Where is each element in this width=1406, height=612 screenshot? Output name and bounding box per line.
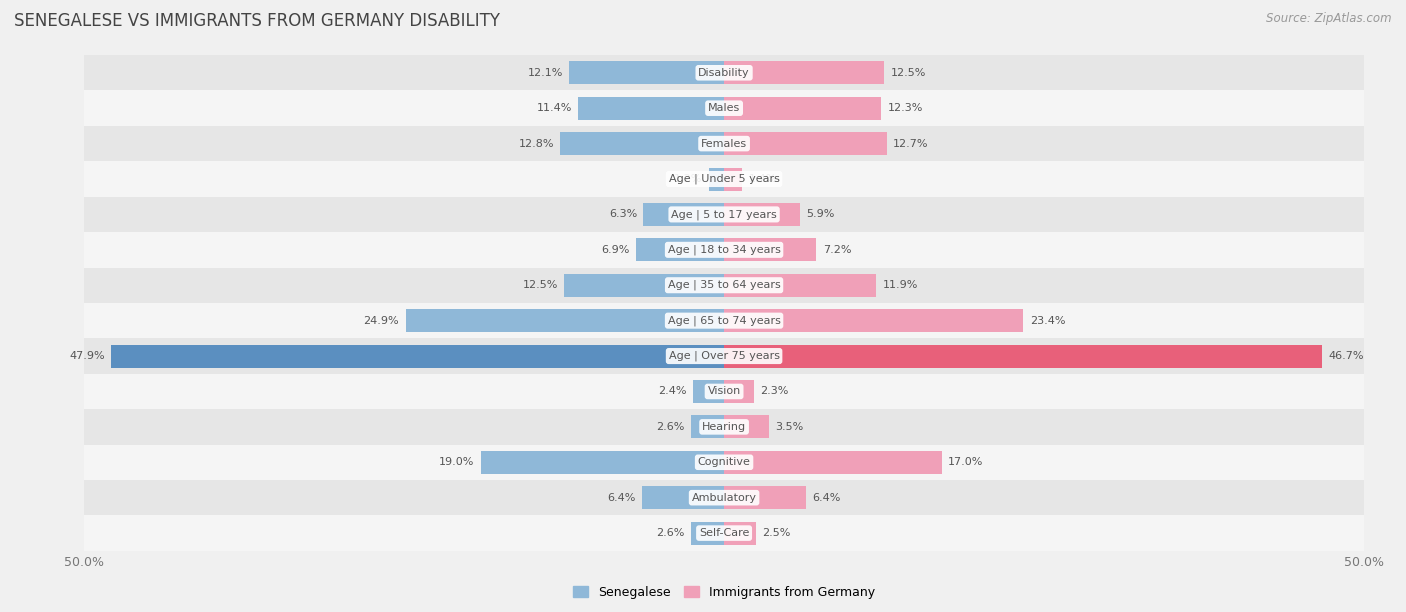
Text: 2.5%: 2.5% <box>762 528 790 538</box>
Text: Age | 35 to 64 years: Age | 35 to 64 years <box>668 280 780 291</box>
Text: 12.5%: 12.5% <box>890 68 925 78</box>
Text: 6.3%: 6.3% <box>609 209 637 220</box>
Text: 12.7%: 12.7% <box>893 138 928 149</box>
Bar <box>724 309 1024 332</box>
Bar <box>724 345 1322 368</box>
Text: 12.3%: 12.3% <box>887 103 924 113</box>
Text: 17.0%: 17.0% <box>948 457 983 468</box>
Bar <box>724 238 817 261</box>
Bar <box>84 374 1364 409</box>
Text: 2.6%: 2.6% <box>657 422 685 432</box>
Bar <box>724 132 887 155</box>
Text: 46.7%: 46.7% <box>1329 351 1364 361</box>
Bar <box>709 168 724 190</box>
Bar <box>405 309 724 332</box>
Text: 47.9%: 47.9% <box>69 351 105 361</box>
Bar <box>84 162 1364 196</box>
Bar <box>690 416 724 438</box>
Bar <box>84 338 1364 374</box>
Bar <box>724 486 806 509</box>
Text: Hearing: Hearing <box>702 422 747 432</box>
Bar <box>724 97 882 120</box>
Bar <box>84 126 1364 162</box>
Text: Males: Males <box>709 103 740 113</box>
Text: 19.0%: 19.0% <box>439 457 475 468</box>
Text: Age | 5 to 17 years: Age | 5 to 17 years <box>671 209 778 220</box>
Bar <box>724 380 754 403</box>
Bar <box>724 416 769 438</box>
Bar <box>644 203 724 226</box>
Text: 2.4%: 2.4% <box>658 386 688 397</box>
Text: Age | Over 75 years: Age | Over 75 years <box>669 351 779 361</box>
Text: 5.9%: 5.9% <box>806 209 834 220</box>
Text: 6.4%: 6.4% <box>813 493 841 502</box>
Text: Disability: Disability <box>699 68 749 78</box>
Legend: Senegalese, Immigrants from Germany: Senegalese, Immigrants from Germany <box>568 581 880 604</box>
Bar <box>561 132 724 155</box>
Bar <box>84 55 1364 91</box>
Bar <box>84 91 1364 126</box>
Text: 11.4%: 11.4% <box>537 103 572 113</box>
Text: 2.6%: 2.6% <box>657 528 685 538</box>
Bar <box>84 196 1364 232</box>
Text: SENEGALESE VS IMMIGRANTS FROM GERMANY DISABILITY: SENEGALESE VS IMMIGRANTS FROM GERMANY DI… <box>14 12 501 30</box>
Text: 1.4%: 1.4% <box>748 174 776 184</box>
Bar <box>84 515 1364 551</box>
Bar <box>636 238 724 261</box>
Text: 6.9%: 6.9% <box>600 245 630 255</box>
Text: Cognitive: Cognitive <box>697 457 751 468</box>
Bar <box>724 274 876 297</box>
Text: 12.5%: 12.5% <box>523 280 558 290</box>
Text: Self-Care: Self-Care <box>699 528 749 538</box>
Bar <box>84 409 1364 444</box>
Bar <box>724 168 742 190</box>
Text: 11.9%: 11.9% <box>883 280 918 290</box>
Text: Age | 18 to 34 years: Age | 18 to 34 years <box>668 245 780 255</box>
Text: 24.9%: 24.9% <box>364 316 399 326</box>
Bar <box>111 345 724 368</box>
Text: 3.5%: 3.5% <box>775 422 803 432</box>
Bar <box>724 521 756 545</box>
Bar <box>724 451 942 474</box>
Text: 12.8%: 12.8% <box>519 138 554 149</box>
Bar <box>84 303 1364 338</box>
Text: 7.2%: 7.2% <box>823 245 851 255</box>
Bar <box>84 267 1364 303</box>
Text: Vision: Vision <box>707 386 741 397</box>
Bar <box>84 480 1364 515</box>
Text: 12.1%: 12.1% <box>527 68 562 78</box>
Text: Age | Under 5 years: Age | Under 5 years <box>669 174 779 184</box>
Text: Females: Females <box>702 138 747 149</box>
Text: 1.2%: 1.2% <box>673 174 703 184</box>
Text: Ambulatory: Ambulatory <box>692 493 756 502</box>
Bar <box>564 274 724 297</box>
Text: 2.3%: 2.3% <box>759 386 789 397</box>
Bar <box>690 521 724 545</box>
Bar <box>643 486 724 509</box>
Bar <box>481 451 724 474</box>
Bar <box>578 97 724 120</box>
Bar <box>84 232 1364 267</box>
Bar <box>84 444 1364 480</box>
Bar <box>693 380 724 403</box>
Text: 6.4%: 6.4% <box>607 493 636 502</box>
Text: 23.4%: 23.4% <box>1029 316 1066 326</box>
Text: Source: ZipAtlas.com: Source: ZipAtlas.com <box>1267 12 1392 25</box>
Text: Age | 65 to 74 years: Age | 65 to 74 years <box>668 315 780 326</box>
Bar <box>724 61 884 84</box>
Bar <box>724 203 800 226</box>
Bar <box>569 61 724 84</box>
